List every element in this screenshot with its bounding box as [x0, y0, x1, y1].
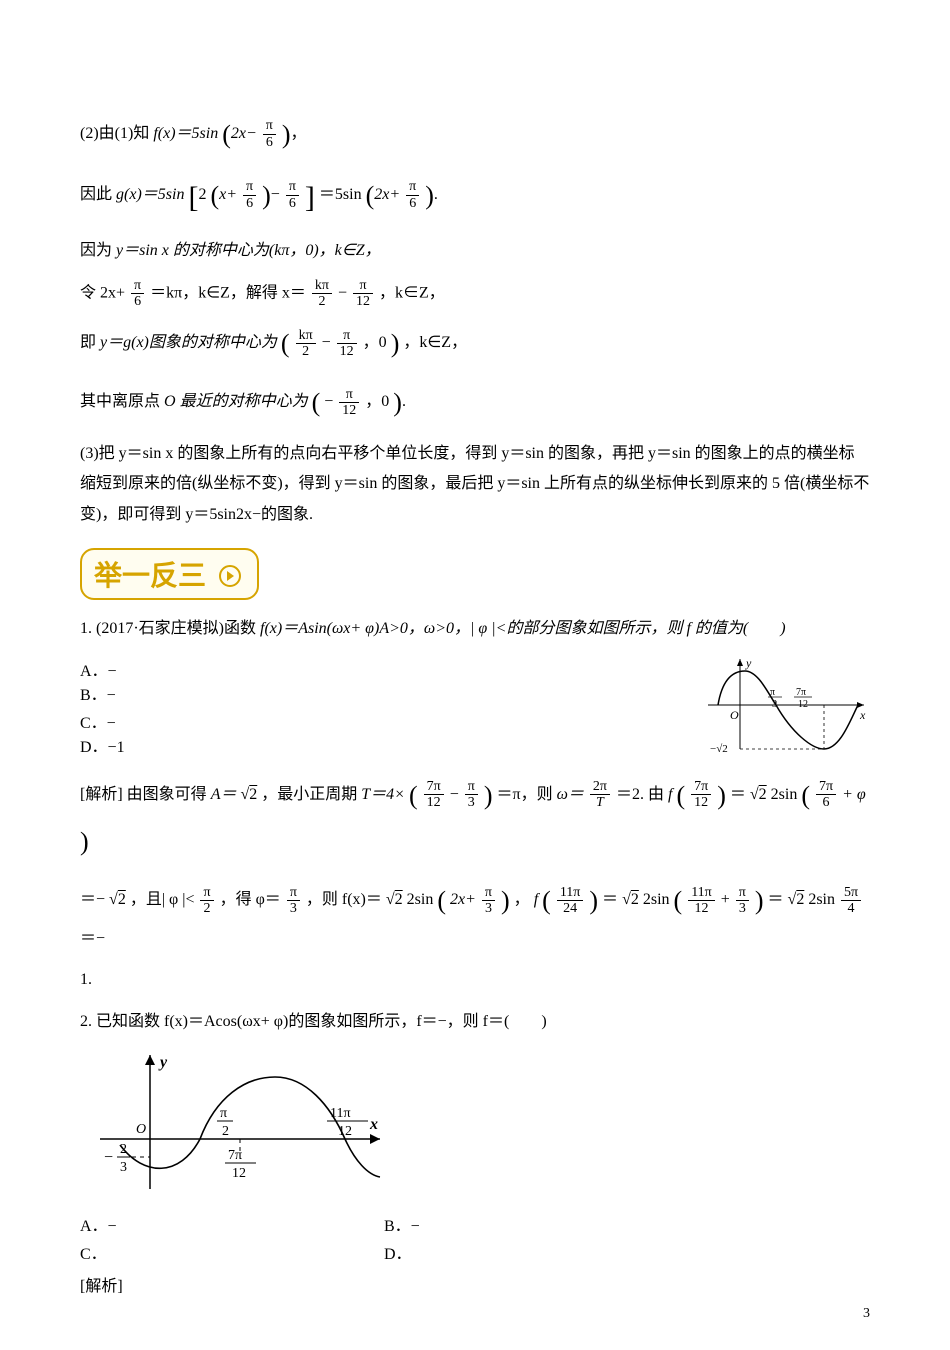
eq-2-line2: 因此 g(x)＝5sin [2 (x+ π6 )− π6 ] ＝5sin (2x…: [80, 171, 870, 225]
q2-analysis: [解析]: [80, 1272, 870, 1302]
banner-text: 举一反三: [94, 561, 206, 592]
svg-text:x: x: [369, 1116, 378, 1133]
svg-text:7π: 7π: [796, 687, 806, 698]
svg-text:2: 2: [222, 1124, 229, 1139]
page-number: 3: [863, 1306, 870, 1322]
svg-text:−: −: [104, 1149, 113, 1166]
play-icon: [219, 565, 241, 587]
q2-stem: 2. 已知函数 f(x)＝Acos(ωx+ φ)的图象如图所示，f＝−，则 f＝…: [80, 1007, 870, 1037]
svg-text:y: y: [745, 656, 752, 670]
q2-optB: B．−: [384, 1212, 684, 1236]
svg-text:O: O: [136, 1122, 146, 1137]
svg-text:3: 3: [120, 1160, 127, 1175]
svg-text:12: 12: [798, 699, 808, 710]
paragraph-3: (3)把 y＝sin x 的图象上所有的点向右平移个单位长度，得到 y＝sin …: [80, 439, 870, 530]
q2-options: A．− B．−: [80, 1212, 870, 1236]
q1-optC: C．−: [80, 709, 380, 733]
q1-options: A．− B．−: [80, 657, 682, 705]
q1-optB: B．−: [80, 681, 380, 705]
q2-chart-svg: y x O 2 3 − π 2 7π 12 11π 12: [80, 1047, 390, 1197]
q1-chart: y x O π 3 7π 12 −√2: [700, 653, 870, 758]
svg-text:11π: 11π: [330, 1106, 351, 1121]
eq-2-line5: 即 y＝g(x)图象的对称中心为 ( kπ2 − π12 ，0 ) ，k∈Z，: [80, 321, 870, 368]
q2-optA: A．−: [80, 1212, 380, 1236]
q2-optD: D．: [384, 1240, 684, 1264]
q2-optC: C．: [80, 1240, 380, 1264]
svg-text:−√2: −√2: [710, 743, 728, 753]
svg-text:12: 12: [232, 1166, 246, 1181]
eq-2-line3: 因为 y＝sin x 的对称中心为(kπ，0)，k∈Z，: [80, 237, 870, 266]
eq-2-line4: 令 2x+ π6 ＝kπ，k∈Z，解得 x＝ kπ2 − π12 ，k∈Z，: [80, 278, 870, 310]
eq-2-line6: 其中离原点 O 最近的对称中心为 ( − π12 ，0 ).: [80, 380, 870, 427]
svg-text:x: x: [859, 708, 866, 722]
banner-row: 举一反三: [80, 548, 870, 600]
q1-optA: A．−: [80, 657, 380, 681]
banner-juyi: 举一反三: [80, 548, 259, 600]
svg-text:π: π: [220, 1106, 227, 1121]
svg-text:y: y: [158, 1054, 168, 1071]
text: f(x)＝5sin: [153, 125, 218, 142]
q2-chart: y x O 2 3 − π 2 7π 12 11π 12: [80, 1047, 870, 1202]
eq-2-line1: (2)由(1)知 f(x)＝5sin (2x− π6 )，: [80, 112, 870, 159]
analysis-label: [解析]: [80, 786, 123, 803]
q1-analysis-3: 1.: [80, 966, 870, 995]
q1-analysis-1: [解析] 由图象可得 A＝ √2 ，最小正周期 T＝4× ( 7π12 − π3…: [80, 773, 870, 867]
svg-text:7π: 7π: [228, 1148, 242, 1163]
svg-text:2: 2: [120, 1142, 127, 1157]
svg-text:12: 12: [338, 1124, 352, 1139]
q1-stem: 1. (2017·石家庄模拟)函数 f(x)＝Asin(ωx+ φ)A>0，ω>…: [80, 614, 870, 644]
page: (2)由(1)知 f(x)＝5sin (2x− π6 )， 因此 g(x)＝5s…: [0, 0, 950, 1350]
svg-text:π: π: [770, 687, 775, 698]
svg-text:O: O: [730, 708, 739, 722]
q1-chart-svg: y x O π 3 7π 12 −√2: [700, 653, 870, 753]
text: (2)由(1)知: [80, 125, 153, 142]
q1-optD: D．−1: [80, 733, 380, 757]
svg-text:3: 3: [772, 699, 777, 710]
q1-analysis-2: ＝− √2 ，且| φ |< π2 ，得 φ＝ π3 ，则 f(x)＝ √2 2…: [80, 878, 870, 954]
q1-row: A．− B．− C．− D．−1 y x O π 3: [80, 653, 870, 761]
